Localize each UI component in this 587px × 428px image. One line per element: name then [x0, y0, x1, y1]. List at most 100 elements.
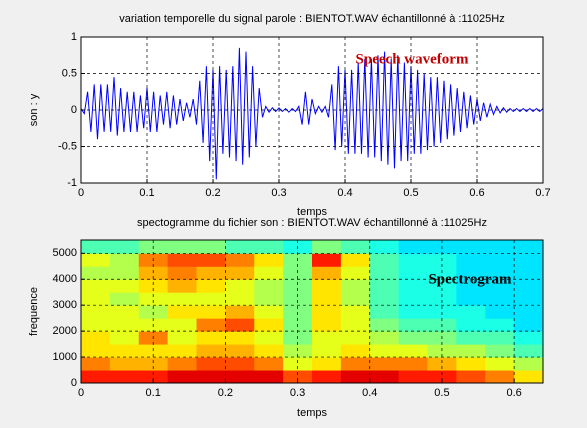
spectrogram-cell [167, 357, 197, 371]
spectrogram-cell [109, 240, 140, 254]
spectrogram-cell [225, 240, 255, 254]
spectrogram-cell [398, 253, 428, 267]
spectrogram-cell [138, 370, 169, 383]
spectrogram-cell [196, 279, 226, 293]
spectrogram-cell [369, 331, 400, 345]
y-tick-label: -1 [67, 177, 77, 189]
y-tick-label: 1 [71, 31, 77, 43]
spectrogram-cell [369, 344, 400, 358]
spectrogram-cell [398, 344, 428, 358]
annotation: Spectrogram [428, 271, 512, 287]
spectrogram-cell [398, 305, 428, 319]
spectrogram-cell [398, 266, 428, 280]
spectrogram-cell [514, 240, 543, 254]
spectrogram-cell [109, 305, 140, 319]
x-tick-label: 0.4 [337, 187, 352, 199]
y-tick-label: 3000 [53, 299, 77, 311]
spectrogram-cell [427, 305, 457, 319]
spectrogram-cell [427, 266, 457, 280]
spectrogram-cell [514, 331, 543, 345]
spectrogram-cell [514, 279, 543, 293]
spectrogram-cell [81, 253, 111, 267]
spectrogram-cell [225, 279, 255, 293]
spectrogram-cell [485, 357, 515, 371]
spectrogram-cell [109, 357, 140, 371]
spectrogram-cell [254, 370, 284, 383]
spectrogram-cell [514, 318, 543, 332]
spectrogram-cell [340, 370, 371, 383]
spectrogram-cell [167, 253, 197, 267]
spectrogram-cell [81, 266, 111, 280]
x-tick-label: 0.4 [362, 387, 377, 399]
y-tick-label: 1000 [53, 351, 77, 363]
y-tick-label: -0.5 [58, 140, 77, 152]
spectrogram-cell [254, 357, 284, 371]
spectrogram-cell [485, 292, 515, 306]
spectrogram-cell [312, 253, 342, 267]
plot-frame [80, 239, 544, 384]
y-tick-label: 0 [71, 104, 77, 116]
spectrogram-cell [196, 370, 226, 383]
spectrogram-cell [109, 370, 140, 383]
spectrogram-cell [225, 331, 255, 345]
spectrogram-cell [485, 370, 515, 383]
spectrogram-cell [167, 370, 197, 383]
spectrogram-cell [312, 357, 342, 371]
spectrogram-cell [312, 370, 342, 383]
x-tick-label: 0.1 [146, 387, 161, 399]
spectrogram-cell [312, 344, 342, 358]
spectrogram-cell [138, 279, 169, 293]
x-tick-label: 0 [78, 187, 84, 199]
spectrogram-cell [340, 331, 371, 345]
x-tick-label: 0.2 [218, 387, 233, 399]
spectrogram-cell [398, 292, 428, 306]
spectrogram-cell [138, 292, 169, 306]
spectrogram-cell [340, 357, 371, 371]
spectrogram-cell [398, 357, 428, 371]
spectrogram-cell [369, 318, 400, 332]
spectrogram-cell [456, 318, 486, 332]
spectrogram-cell [514, 253, 543, 267]
spectrogram-cell [109, 253, 140, 267]
x-tick-label: 0.5 [403, 187, 418, 199]
spectrogram-cell [167, 266, 197, 280]
spectrogram-cell [167, 305, 197, 319]
spectrogram-cell [167, 318, 197, 332]
spectrogram-cell [485, 279, 515, 293]
x-tick-label: 0.6 [469, 187, 484, 199]
spectrogram-cell [312, 240, 342, 254]
spectrogram-cell [312, 292, 342, 306]
spectrogram-cell [398, 331, 428, 345]
spectrogram-cell [167, 279, 197, 293]
y-tick-label: 0 [71, 377, 77, 389]
spectrogram-cell [369, 279, 400, 293]
spectrogram-cell [340, 318, 371, 332]
spectrogram-cell [196, 240, 226, 254]
spectrogram-cell [456, 344, 486, 358]
spectrogram-cell [485, 253, 515, 267]
spectrogram-cell [485, 266, 515, 280]
spectrogram-cell [81, 292, 111, 306]
x-tick-label: 0.7 [535, 187, 550, 199]
y-tick-label: 5000 [53, 247, 77, 259]
waveform [81, 47, 543, 180]
spectrogram-cell [254, 266, 284, 280]
spectrogram-cell [427, 292, 457, 306]
chart-title: spectogramme du fichier son : BIENTOT.WA… [137, 217, 487, 229]
plot-frame [80, 36, 544, 184]
x-tick-label: 0.3 [271, 187, 286, 199]
spectrogram-cell [283, 279, 313, 293]
spectrogram-cell [81, 344, 111, 358]
spectrogram-cell [254, 344, 284, 358]
spectrogram-cell [138, 357, 169, 371]
spectrogram-cell [167, 344, 197, 358]
spectrogram-cell [225, 357, 255, 371]
x-axis-label: temps [297, 206, 327, 218]
spectrogram-cell [398, 318, 428, 332]
spectrogram-cell [283, 266, 313, 280]
spectrogram-cell [427, 370, 457, 383]
x-tick-label: 0.2 [205, 187, 220, 199]
spectrogram-cell [196, 266, 226, 280]
spectrogram-cell [138, 266, 169, 280]
spectrogram-cell [369, 292, 400, 306]
